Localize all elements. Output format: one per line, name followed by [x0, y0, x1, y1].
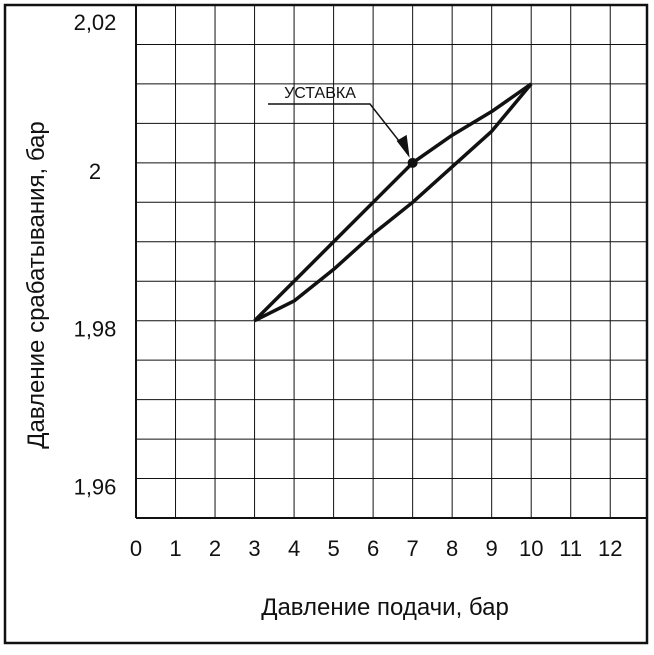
- x-tick-label: 8: [446, 536, 458, 561]
- annotation-arrow: [396, 134, 410, 158]
- y-tick-label: 2,02: [74, 10, 117, 35]
- x-tick-label: 6: [367, 536, 379, 561]
- x-tick-label: 4: [288, 536, 300, 561]
- x-tick-label: 9: [486, 536, 498, 561]
- y-tick-label: 2: [89, 159, 101, 184]
- y-tick-label: 1,98: [74, 317, 117, 342]
- setpoint-marker: [407, 157, 418, 168]
- y-tick-label: 1,96: [74, 475, 117, 500]
- x-axis-label: Давление подачи, бар: [261, 594, 509, 621]
- annotation-leader: [268, 103, 405, 148]
- line-series: [253, 82, 533, 323]
- x-tick-label: 1: [169, 536, 181, 561]
- line-series: [253, 82, 533, 322]
- frame: [3, 3, 649, 645]
- x-tick-label: 2: [209, 536, 221, 561]
- x-tick-label: 5: [327, 536, 339, 561]
- x-tick-label: 3: [248, 536, 260, 561]
- x-tick-label: 7: [407, 536, 419, 561]
- x-tick-label: 10: [519, 536, 543, 561]
- y-axis-label: Давление срабатывания, бар: [23, 121, 50, 449]
- x-tick-label: 12: [598, 536, 622, 561]
- annotation-label: УСТАВКА: [284, 85, 356, 102]
- x-tick-label: 0: [130, 536, 142, 561]
- x-tick-label: 11: [559, 536, 582, 561]
